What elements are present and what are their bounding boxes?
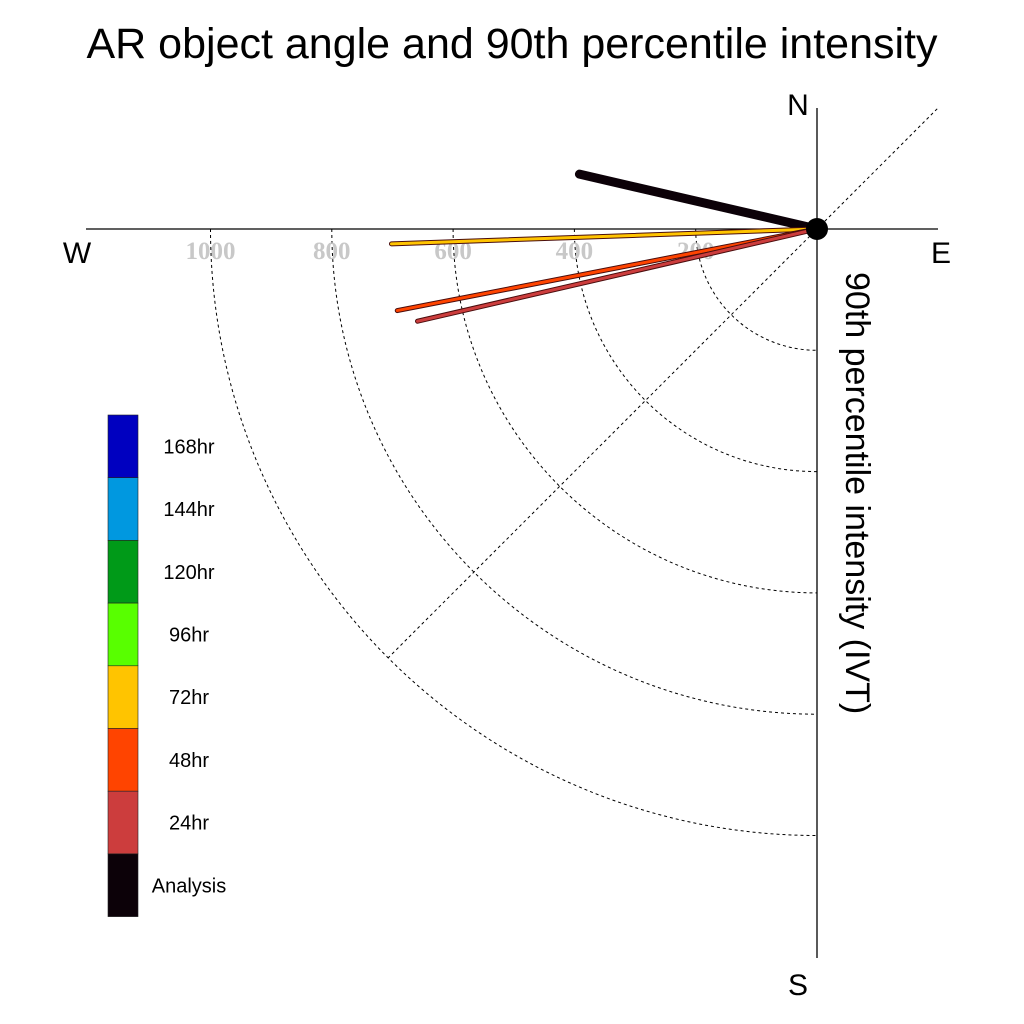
radial-tick-label-1000: 1000 <box>186 238 236 265</box>
legend-swatch-120hr <box>107 540 139 604</box>
grid-arc-800 <box>331 228 818 715</box>
vector-72hr <box>389 227 819 246</box>
legend-swatch-168hr <box>107 414 139 479</box>
chart-title: AR object angle and 90th percentile inte… <box>87 20 938 68</box>
legend-label-144hr: 144hr <box>163 499 214 521</box>
compass-east-label: E <box>931 237 951 270</box>
legend-label-48hr: 48hr <box>169 750 209 772</box>
vector-analysis <box>574 169 822 234</box>
legend-label-168hr: 168hr <box>163 436 214 458</box>
legend-label-72hr: 72hr <box>169 687 209 709</box>
legend-label-96hr: 96hr <box>169 624 209 646</box>
legend-swatch-72hr <box>107 665 139 729</box>
series-vectors <box>388 169 822 324</box>
legend-swatch-analysis <box>107 853 139 917</box>
legend-swatch-48hr <box>107 728 139 792</box>
radial-tick-label-400: 400 <box>556 238 594 265</box>
legend-label-120hr: 120hr <box>163 562 214 584</box>
legend-label-24hr: 24hr <box>169 813 209 835</box>
legend-swatch-24hr <box>107 790 139 855</box>
vector-24hr <box>416 227 819 323</box>
origin-marker <box>806 218 828 240</box>
legend: 168hr 144hr 120hr 96hr 72hr 48hr 24hr Analysis <box>107 414 226 917</box>
grid <box>210 108 938 836</box>
compass-south-label: S <box>788 969 808 1002</box>
radial-tick-label-800: 800 <box>313 238 351 265</box>
compass-north-label: N <box>787 89 809 122</box>
legend-swatch-96hr <box>107 602 139 667</box>
compass-west-label: W <box>63 237 92 270</box>
radial-axis-label: 90th percentile intensity (IVT) <box>838 272 876 714</box>
legend-swatch-144hr <box>107 477 139 541</box>
legend-label-analysis: Analysis <box>152 875 226 897</box>
